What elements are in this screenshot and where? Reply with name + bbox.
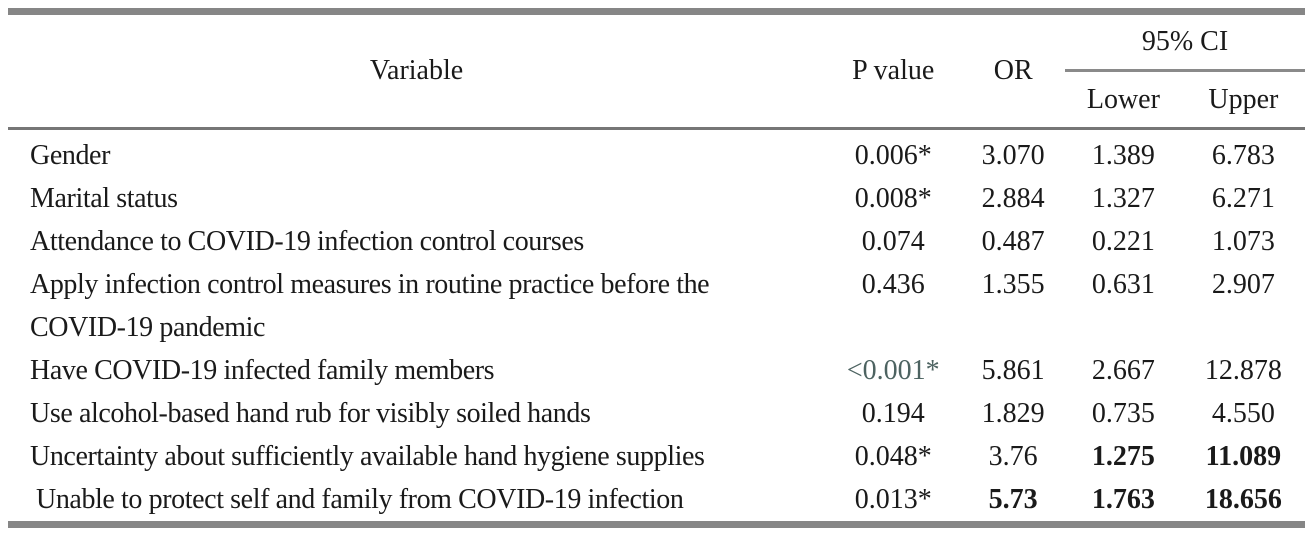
table-row-marital-status: Marital status 0.008* 2.884 1.327 6.271 [8,177,1305,220]
cell-variable: Unable to protect self and family from C… [36,484,684,515]
cell-or: 1.355 [981,269,1045,300]
cell-ci-lower: 1.763 [1091,484,1155,515]
table-row-attendance-courses: Attendance to COVID-19 infection control… [8,220,1305,263]
col-header-p-value: P value [825,15,962,130]
cell-variable: Use alcohol-based hand rub for visibly s… [30,398,591,429]
cell-ci-upper: 6.783 [1211,140,1275,171]
cell-ci-upper: 18.656 [1204,484,1282,515]
cell-ci-lower: 1.389 [1091,140,1155,171]
cell-or: 5.861 [981,355,1045,386]
cell-or: 1.829 [981,398,1045,429]
table-container: Variable P value OR 95% CI Lower Upper G… [8,8,1305,528]
cell-p-value: 0.194 [861,398,925,429]
table-row-gender: Gender 0.006* 3.070 1.389 6.783 [8,129,1305,178]
cell-p-value: 0.048* [854,441,932,472]
cell-ci-upper: 2.907 [1211,269,1275,300]
cell-ci-lower: 1.327 [1091,183,1155,214]
col-header-variable: Variable [8,15,826,130]
cell-variable: Attendance to COVID-19 infection control… [30,226,584,257]
cell-ci-upper: 1.073 [1211,226,1275,257]
table-row-apply-infection-control: Apply infection control measures in rout… [8,263,1305,349]
cell-ci-lower: 2.667 [1091,355,1155,386]
cell-variable: Have COVID-19 infected family members [30,355,495,386]
col-header-95ci: 95% CI [1065,15,1305,72]
cell-or: 2.884 [981,183,1045,214]
table-row-unable-to-protect: Unable to protect self and family from C… [8,478,1305,521]
cell-or: 3.070 [981,140,1045,171]
cell-ci-upper: 6.271 [1211,183,1275,214]
cell-variable: Uncertainty about sufficiently available… [30,441,705,472]
cell-p-value: <0.001* [846,355,940,386]
logistic-regression-table: Variable P value OR 95% CI Lower Upper G… [8,15,1305,521]
cell-ci-lower: 0.221 [1091,226,1155,257]
table-header: Variable P value OR 95% CI Lower Upper [8,15,1305,130]
cell-variable: Apply infection control measures in rout… [30,269,710,343]
cell-p-value: 0.074 [861,226,925,257]
table-body: Gender 0.006* 3.070 1.389 6.783 Marital … [8,129,1305,522]
cell-p-value: 0.006* [854,140,932,171]
cell-p-value: 0.008* [854,183,932,214]
cell-ci-lower: 0.631 [1091,269,1155,300]
cell-ci-lower: 1.275 [1091,441,1155,472]
cell-variable: Gender [30,140,111,171]
cell-p-value: 0.013* [854,484,932,515]
table-row-infected-family-members: Have COVID-19 infected family members <0… [8,349,1305,392]
col-header-ci-lower: Lower [1065,70,1182,130]
cell-variable: Marital status [30,183,178,214]
cell-or: 0.487 [981,226,1045,257]
cell-or: 5.73 [988,484,1038,515]
table-row-supplies-uncertainty: Uncertainty about sufficiently available… [8,435,1305,478]
cell-ci-upper: 12.878 [1204,355,1282,386]
col-header-or: OR [961,15,1066,130]
cell-ci-upper: 11.089 [1205,441,1282,472]
cell-p-value: 0.436 [861,269,925,300]
table-row-alcohol-hand-rub: Use alcohol-based hand rub for visibly s… [8,392,1305,435]
cell-or: 3.76 [988,441,1038,472]
col-header-ci-upper: Upper [1181,70,1305,130]
cell-ci-upper: 4.550 [1211,398,1275,429]
cell-ci-lower: 0.735 [1091,398,1155,429]
